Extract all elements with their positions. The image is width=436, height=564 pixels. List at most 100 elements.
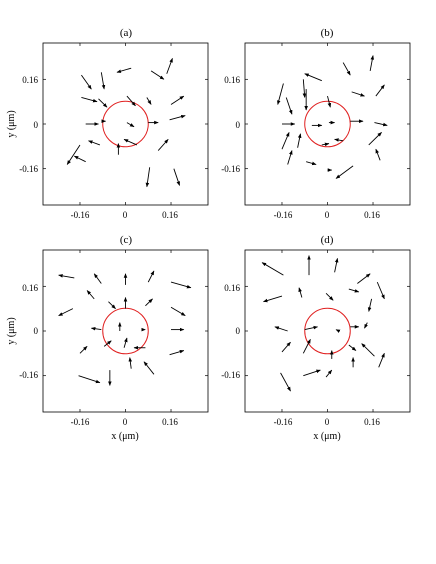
vector-arrow: [280, 372, 291, 392]
arrow-field: [66, 57, 186, 188]
panel-label: (a): [120, 27, 133, 39]
y-tick-labels: 0.16 0 -0.16: [221, 75, 240, 174]
x-tick-label: 0.16: [364, 210, 380, 220]
x-axis-label: x (μm): [313, 431, 340, 442]
panel-d: (d) -0.16 0 0.16 0.16 0 -0.16 x (μm): [221, 234, 411, 442]
vector-arrow: [73, 155, 86, 163]
vector-arrow: [334, 138, 344, 142]
vector-arrow: [376, 281, 385, 300]
x-tick-label: 0.16: [162, 210, 178, 220]
vector-arrow: [348, 344, 357, 351]
vector-arrow: [274, 326, 288, 332]
y-axis-label: y (μm): [6, 110, 17, 137]
axis-ticks: [43, 43, 208, 205]
vector-arrow: [150, 70, 165, 80]
y-tick-label: -0.16: [19, 164, 38, 174]
vector-arrow: [304, 73, 322, 82]
vector-arrow: [81, 97, 98, 103]
vector-arrow: [66, 144, 81, 165]
x-tick-label: -0.16: [274, 417, 293, 427]
x-tick-labels: -0.16 0 0.16: [274, 210, 381, 220]
x-tick-label: 0: [123, 210, 128, 220]
vector-arrow: [277, 83, 284, 105]
y-tick-label: -0.16: [221, 164, 240, 174]
panel-label: (d): [321, 234, 334, 246]
vector-arrow: [145, 298, 153, 307]
y-tick-label: 0: [34, 326, 39, 336]
vector-arrow: [378, 352, 385, 368]
vector-arrow: [86, 290, 95, 300]
red-circle: [304, 100, 351, 148]
x-tick-labels: -0.16 0 0.16: [71, 417, 179, 427]
vector-arrow: [287, 150, 293, 165]
panel-label: (b): [321, 27, 334, 39]
plot-frame: [244, 249, 411, 413]
vector-arrow: [143, 361, 155, 375]
y-axis-label: y (μm): [6, 317, 17, 344]
vector-arrow: [100, 72, 106, 90]
vector-arrow: [263, 295, 283, 303]
vector-arrow: [367, 298, 373, 312]
y-tick-label: -0.16: [19, 370, 38, 380]
y-tick-label: 0.16: [224, 75, 240, 85]
x-tick-label: -0.16: [274, 210, 293, 220]
vector-arrow: [123, 138, 138, 146]
vector-arrow: [374, 122, 388, 127]
plot-frame: [42, 42, 209, 206]
vector-arrow: [361, 343, 375, 357]
vector-arrow: [166, 57, 173, 74]
vector-arrow: [93, 273, 102, 284]
vector-arrow: [146, 97, 152, 105]
arrow-field: [261, 255, 385, 392]
vector-arrow: [103, 340, 112, 347]
vector-arrow: [364, 322, 368, 329]
vector-arrow: [58, 274, 75, 279]
vector-arrow: [170, 95, 185, 105]
vector-arrow: [98, 98, 108, 108]
vector-arrow: [375, 148, 381, 161]
x-tick-labels: -0.16 0 0.16: [274, 417, 381, 427]
y-tick-label: -0.16: [221, 370, 240, 380]
arrow-field: [58, 270, 192, 386]
vector-arrow: [78, 375, 101, 384]
vector-arrow: [297, 133, 302, 148]
axis-ticks: [245, 250, 410, 412]
vector-arrow: [169, 114, 186, 121]
x-tick-label: -0.16: [71, 417, 90, 427]
vector-arrow: [157, 139, 169, 151]
red-circle: [102, 100, 149, 148]
panel-label: (c): [120, 234, 133, 246]
vector-arrow: [79, 346, 88, 354]
vector-arrow: [335, 329, 341, 334]
y-tick-label: 0: [236, 326, 241, 336]
vector-arrow: [170, 281, 192, 289]
y-tick-labels: 0.16 0 -0.16: [19, 75, 38, 174]
red-circle: [304, 307, 351, 355]
y-tick-label: 0: [236, 120, 241, 130]
vector-arrow: [90, 326, 102, 331]
panel-b: (b) -0.16 0 0.16 0.16 0 -0.16: [221, 27, 411, 220]
vector-arrow: [327, 95, 332, 108]
x-axis-label: x (μm): [111, 431, 138, 442]
vector-arrow: [369, 55, 375, 72]
y-tick-label: 0.16: [224, 283, 240, 293]
vector-arrow: [170, 306, 186, 317]
vector-arrow: [298, 287, 303, 298]
panel-c: (c) -0.16 0 0.16 0.16 0 -0.16 y (μm) x (…: [6, 234, 209, 442]
vector-arrow: [58, 308, 74, 317]
vector-arrow: [334, 257, 339, 273]
vector-arrow: [128, 357, 133, 369]
x-tick-label: 0.16: [162, 417, 178, 427]
vector-arrow: [357, 273, 371, 284]
vector-arrow: [368, 132, 382, 146]
red-circle: [102, 307, 149, 355]
vector-arrow: [342, 62, 351, 76]
axis-ticks: [43, 250, 208, 412]
plot-frame: [244, 42, 411, 206]
y-tick-labels: 0.16 0 -0.16: [221, 283, 240, 380]
vector-arrow: [335, 165, 354, 179]
vector-arrow: [303, 369, 321, 377]
vector-arrow: [302, 79, 307, 98]
vector-arrow: [351, 91, 365, 97]
